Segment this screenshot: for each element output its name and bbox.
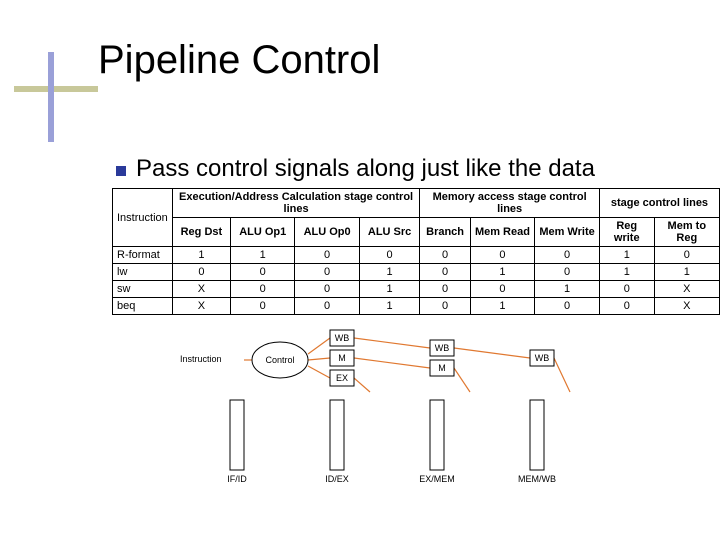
control-box-label: M: [438, 363, 446, 373]
table-col-header: Reg Dst: [172, 218, 230, 247]
table-cell: 0: [231, 281, 295, 298]
bullet-square-icon: [116, 166, 126, 176]
table-cell: 1: [359, 298, 420, 315]
table-cell: X: [654, 298, 719, 315]
table-col-header: ALU Op1: [231, 218, 295, 247]
table-col-header: Branch: [420, 218, 470, 247]
control-box-label: M: [338, 353, 346, 363]
table-cell: 0: [295, 247, 359, 264]
title-accent-vertical: [48, 52, 54, 142]
table-row: lw000101011: [113, 264, 720, 281]
table-cell: 1: [535, 281, 600, 298]
table-row-label: R-format: [113, 247, 173, 264]
table-cell: 1: [359, 264, 420, 281]
table-cell: 0: [420, 247, 470, 264]
table-group-header: Memory access stage control lines: [420, 189, 600, 218]
title-accent-horizontal: [14, 86, 98, 92]
bullet-text: Pass control signals along just like the…: [136, 155, 595, 183]
table-cell: 0: [231, 264, 295, 281]
table-cell: X: [172, 298, 230, 315]
table-cell: X: [172, 281, 230, 298]
table-row: beqX0010100X: [113, 298, 720, 315]
table-cell: 0: [420, 281, 470, 298]
control-box-label: WB: [335, 333, 350, 343]
control-signals-table: Instruction Execution/Address Calculatio…: [112, 188, 720, 315]
pipeline-diagram: Instruction Control IF/ID ID/EX EX/MEM MEM/WB…: [150, 320, 590, 500]
slide-title: Pipeline Control: [98, 38, 380, 83]
table-corner: Instruction: [113, 189, 173, 247]
table-cell: X: [654, 281, 719, 298]
table-cell: 1: [599, 247, 654, 264]
stage-label: ID/EX: [325, 474, 349, 484]
control-box-label: EX: [336, 373, 348, 383]
table-cell: 0: [172, 264, 230, 281]
table-cell: 1: [359, 281, 420, 298]
table-cell: 0: [470, 281, 534, 298]
table-group-header: stage control lines: [599, 189, 719, 218]
control-box-label: WB: [535, 353, 550, 363]
table-cell: 1: [470, 264, 534, 281]
stage-label: EX/MEM: [419, 474, 455, 484]
instruction-label: Instruction: [180, 354, 222, 364]
table-cell: 0: [599, 281, 654, 298]
table-cell: 1: [654, 264, 719, 281]
table-cell: 0: [535, 298, 600, 315]
table-cell: 0: [231, 298, 295, 315]
table-cell: 1: [231, 247, 295, 264]
table-col-header: Mem Read: [470, 218, 534, 247]
table-group-header: Execution/Address Calculation stage cont…: [172, 189, 420, 218]
table-row-label: sw: [113, 281, 173, 298]
table-cell: 0: [359, 247, 420, 264]
table-cell: 0: [535, 247, 600, 264]
table-cell: 1: [599, 264, 654, 281]
table-col-header: ALU Src: [359, 218, 420, 247]
table-cell: 0: [295, 281, 359, 298]
table-cell: 0: [420, 298, 470, 315]
table-row: R-format110000010: [113, 247, 720, 264]
table-cell: 0: [470, 247, 534, 264]
table-cell: 1: [172, 247, 230, 264]
table-cell: 0: [599, 298, 654, 315]
table-col-header: Mem to Reg: [654, 218, 719, 247]
table-group-header-row: Instruction Execution/Address Calculatio…: [113, 189, 720, 218]
stage-label: MEM/WB: [518, 474, 556, 484]
table-cell: 0: [295, 298, 359, 315]
table-row-label: beq: [113, 298, 173, 315]
table-col-header: Mem Write: [535, 218, 600, 247]
control-box-label: WB: [435, 343, 450, 353]
table-cell: 0: [535, 264, 600, 281]
stage-label: IF/ID: [227, 474, 247, 484]
control-label: Control: [265, 355, 294, 365]
table-cell: 0: [420, 264, 470, 281]
table-cell: 1: [470, 298, 534, 315]
table-row: swX0010010X: [113, 281, 720, 298]
table-col-header: ALU Op0: [295, 218, 359, 247]
table-col-header: Reg write: [599, 218, 654, 247]
table-row-label: lw: [113, 264, 173, 281]
table-col-header-row: Reg Dst ALU Op1 ALU Op0 ALU Src Branch M…: [113, 218, 720, 247]
table-cell: 0: [654, 247, 719, 264]
table-cell: 0: [295, 264, 359, 281]
